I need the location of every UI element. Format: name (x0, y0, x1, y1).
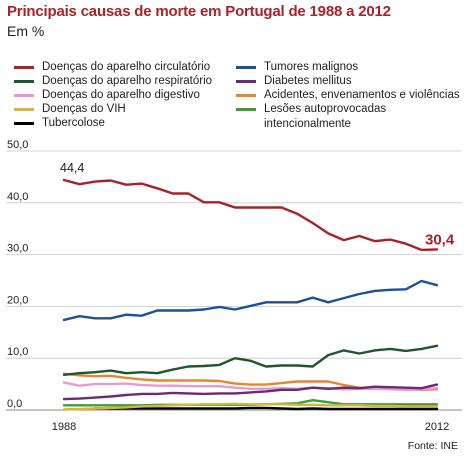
y-tick-label: 10,0 (7, 346, 28, 358)
series-line-tubercolose (93, 406, 439, 411)
legend-swatch (14, 80, 34, 83)
series-line-diabetes-mellitus (62, 383, 439, 401)
legend-label: Doenças do VIH (42, 103, 126, 115)
chart-title: Principais causas de morte em Portugal d… (7, 3, 391, 20)
legend-item-vih: Doenças do VIH (14, 102, 126, 117)
y-tick-label: 0,0 (7, 398, 22, 410)
legend-swatch (236, 80, 256, 83)
legend-item-respiratorio: Doenças do aparelho respiratório (14, 74, 212, 89)
x-tick-label-start: 1988 (52, 421, 76, 433)
y-tick-label: 50,0 (7, 139, 28, 151)
y-tick-label: 40,0 (7, 191, 28, 203)
y-tick-label: 20,0 (7, 294, 28, 306)
y-tick-label: 30,0 (7, 243, 28, 255)
legend-label: Doenças do aparelho circulatório (42, 61, 211, 73)
legend-swatch (236, 94, 256, 97)
annotation-start-value: 44,4 (60, 161, 84, 175)
legend-label: Doenças do aparelho respiratório (42, 75, 213, 87)
legend-item-lesoes: Lesões autoprovocadas intencionalmente (236, 102, 456, 132)
legend-item-tubercolose: Tubercolose (14, 116, 105, 131)
series-line-doen-as-do-aparelho-digestivo (62, 381, 439, 391)
legend-label: Diabetes mellitus (264, 75, 352, 87)
annotation-end-value: 30,4 (425, 232, 455, 249)
legend-swatch (236, 66, 256, 69)
source-note: Fonte: INE (407, 440, 458, 452)
series-line-doen-as-do-aparelho-circulat-rio (62, 178, 439, 252)
legend-swatch (14, 122, 34, 125)
legend-item-acidentes: Acidentes, envenamentos e violências (236, 88, 460, 103)
legend-label: Lesões autoprovocadas intencionalmente (264, 103, 387, 130)
legend-item-digestivo: Doenças do aparelho digestivo (14, 88, 200, 103)
legend-item-circulatorio: Doenças do aparelho circulatório (14, 60, 210, 75)
legend-label: Tumores malignos (264, 61, 359, 73)
chart-legend: Doenças do aparelho circulatório Tumores… (14, 60, 470, 140)
legend-swatch (236, 108, 256, 111)
legend-swatch (14, 66, 34, 69)
legend-label: Doenças do aparelho digestivo (42, 89, 200, 101)
series-line-doen-as-do-aparelho-respirat-rio (62, 344, 439, 376)
series-line-tumores-malignos (62, 279, 439, 322)
chart-subtitle: Em % (7, 23, 45, 39)
legend-swatch (14, 108, 34, 111)
legend-item-tumores: Tumores malignos (236, 60, 358, 75)
legend-label: Acidentes, envenamentos e violências (264, 89, 460, 101)
x-tick-label-end: 2012 (425, 421, 449, 433)
legend-swatch (14, 94, 34, 97)
legend-label: Tubercolose (42, 117, 105, 129)
legend-item-diabetes: Diabetes mellitus (236, 74, 352, 89)
series-line-doen-as-do-vih (62, 402, 439, 411)
